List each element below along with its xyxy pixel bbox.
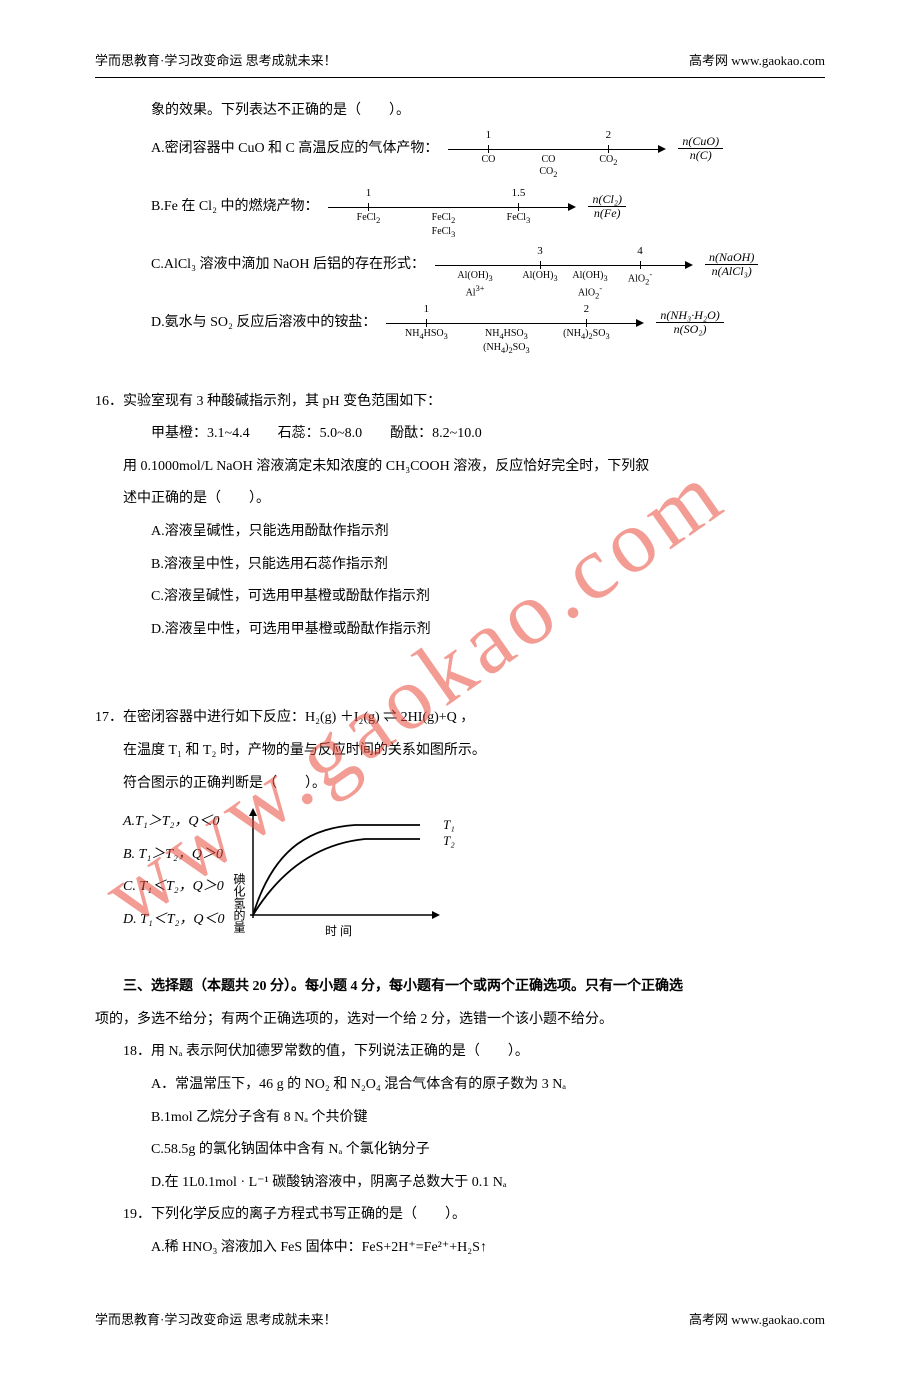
q17-option-b: B. T₁＞T₂，Q＞0 (123, 842, 225, 869)
q17-option-d: D. T₁＜T₂，Q＜0 (123, 907, 225, 934)
q17-stem-1: 17．在密闭容器中进行如下反应：H₂(g) ＋I₂(g) ⇌ 2HI(g)+Q … (95, 705, 825, 732)
q18-option-b: B.1mol 乙烷分子含有 8 Nₐ 个共价键 (95, 1105, 825, 1132)
option-text: C.AlCl₃ 溶液中滴加 NaOH 后铝的存在形式： (151, 247, 425, 273)
continuation-line: 象的效果。下列表达不正确的是（ ）。 (95, 98, 825, 125)
q15-option-d: D.氨水与 SO₂ 反应后溶液中的铵盐： 1NH4HSO3NH4HSO3(NH4… (95, 305, 825, 349)
section3-title-2: 项的，多选不给分；有两个正确选项的，选对一个给 2 分，选错一个该小题不给分。 (95, 1007, 825, 1034)
svg-text:碘化氢的量: 碘化氢的量 (232, 873, 246, 933)
number-line-b: 1FeCl2FeCl2FeCl31.5FeCl3n(Cl₂)n(Fe) (318, 189, 825, 233)
q18-option-c: C.58.5g 的氯化钠固体中含有 Nₐ 个氯化钠分子 (95, 1137, 825, 1164)
q19-option-a: A.稀 HNO₃ 溶液加入 FeS 固体中：FeS+2H⁺=Fe²⁺+H₂S↑ (95, 1235, 825, 1262)
q18-option-d: D.在 1L0.1mol · L⁻¹ 碳酸钠溶液中，阴离子总数大于 0.1 Nₐ (95, 1170, 825, 1197)
q17-stem-2: 在温度 T₁ 和 T₂ 时，产物的量与反应时间的关系如图所示。 (95, 738, 825, 765)
footer-left: 学而思教育·学习改变命运 思考成就未来！ (95, 1309, 337, 1328)
svg-text:T₁: T₁ (443, 817, 455, 832)
q17-option-a: A.T₁＞T₂，Q＜0 (123, 809, 225, 836)
q17-options: A.T₁＞T₂，Q＜0 B. T₁＞T₂，Q＞0 C. T₁＜T₂，Q＞0 D.… (123, 803, 225, 939)
footer-right: 高考网 www.gaokao.com (689, 1309, 825, 1328)
q17-stem-3: 符合图示的正确判断是（ ）。 (95, 771, 825, 798)
q17-option-c: C. T₁＜T₂，Q＞0 (123, 874, 225, 901)
q18-stem: 18．用 Nₐ 表示阿伏加德罗常数的值，下列说法正确的是（ ）。 (95, 1039, 825, 1066)
q16-stem-2: 甲基橙：3.1~4.4 石蕊：5.0~8.0 酚酞：8.2~10.0 (95, 421, 825, 448)
header-right: 高考网 www.gaokao.com (689, 50, 825, 69)
q16-stem-1: 16．实验室现有 3 种酸碱指示剂，其 pH 变色范围如下： (95, 389, 825, 416)
page: www.gaokao.com 学而思教育·学习改变命运 思考成就未来！ 高考网 … (0, 0, 920, 1386)
q15-option-b: B.Fe 在 Cl₂ 中的燃烧产物： 1FeCl2FeCl2FeCl31.5Fe… (95, 189, 825, 233)
header-left: 学而思教育·学习改变命运 思考成就未来！ (95, 50, 337, 69)
q16-option-a: A.溶液呈碱性，只能选用酚酞作指示剂 (95, 519, 825, 546)
svg-text:T₂: T₂ (443, 833, 455, 848)
svg-text:时 间: 时 间 (325, 924, 352, 938)
q15-option-a: A.密闭容器中 CuO 和 C 高温反应的气体产物： 1COCOCO22CO2n… (95, 131, 825, 175)
q17-body: A.T₁＞T₂，Q＜0 B. T₁＞T₂，Q＞0 C. T₁＜T₂，Q＞0 D.… (95, 803, 825, 958)
section3-title-1: 三、选择题（本题共 20 分）。每小题 4 分，每小题有一个或两个正确选项。只有… (95, 974, 825, 1001)
q19-stem: 19．下列化学反应的离子方程式书写正确的是（ ）。 (95, 1202, 825, 1229)
page-footer: 学而思教育·学习改变命运 思考成就未来！ 高考网 www.gaokao.com (95, 1301, 825, 1336)
q16-stem-3: 用 0.1000mol/L NaOH 溶液滴定未知浓度的 CH₃COOH 溶液，… (95, 454, 825, 481)
number-line-c: Al(OH)3Al3+3Al(OH)3Al(OH)3AlO2-4AlO2-n(N… (425, 247, 825, 291)
option-text: D.氨水与 SO₂ 反应后溶液中的铵盐： (151, 305, 376, 331)
q16-option-c: C.溶液呈碱性，可选用甲基橙或酚酞作指示剂 (95, 584, 825, 611)
q17-chart: 碘化氢的量时 间 T₁T₂ (225, 803, 825, 958)
q18-option-a: A．常温常压下，46 g 的 NO₂ 和 N₂O₄ 混合气体含有的原子数为 3 … (95, 1072, 825, 1099)
page-header: 学而思教育·学习改变命运 思考成就未来！ 高考网 www.gaokao.com (95, 50, 825, 78)
option-text: A.密闭容器中 CuO 和 C 高温反应的气体产物： (151, 131, 438, 157)
q16-stem-4: 述中正确的是（ ）。 (95, 486, 825, 513)
number-line-a: 1COCOCO22CO2n(CuO)n(C) (438, 131, 825, 175)
option-text: B.Fe 在 Cl₂ 中的燃烧产物： (151, 189, 318, 215)
q16-option-b: B.溶液呈中性，只能选用石蕊作指示剂 (95, 552, 825, 579)
number-line-d: 1NH4HSO3NH4HSO3(NH4)2SO32(NH4)2SO3n(NH₃·… (376, 305, 825, 349)
q15-option-c: C.AlCl₃ 溶液中滴加 NaOH 后铝的存在形式： Al(OH)3Al3+3… (95, 247, 825, 291)
q16-option-d: D.溶液呈中性，可选用甲基橙或酚酞作指示剂 (95, 617, 825, 644)
